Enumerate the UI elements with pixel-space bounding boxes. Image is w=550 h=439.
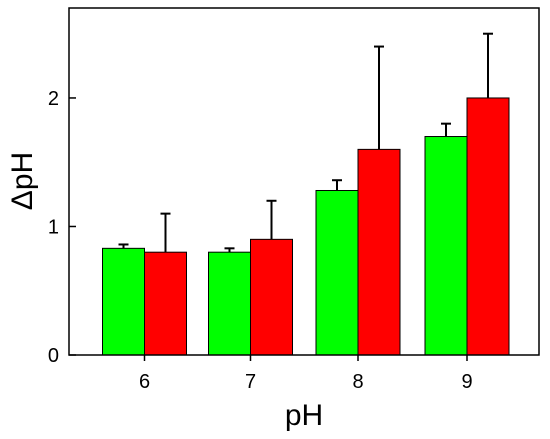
bar-series2-8	[357, 148, 401, 356]
y-tick-label-1: 1	[48, 216, 59, 238]
bar-series2-9	[466, 97, 510, 356]
x-axis-label: pH	[285, 399, 323, 432]
x-tick-label-7: 7	[245, 371, 256, 393]
y-tick-label-2: 2	[48, 88, 59, 110]
x-tick-label-9: 9	[461, 371, 472, 393]
bar-series1-7	[208, 251, 251, 356]
y-tick-label-0: 0	[48, 345, 59, 367]
error-bars-layer	[118, 32, 493, 253]
bar-series1-8	[315, 189, 359, 356]
plot-frame	[68, 7, 540, 356]
bars-layer	[102, 97, 510, 356]
y-axis-label: ΔpH	[6, 152, 39, 210]
x-tick-label-6: 6	[139, 371, 150, 393]
x-tick-label-8: 8	[352, 371, 363, 393]
bar-series2-7	[250, 238, 293, 356]
bar-series2-6	[144, 251, 187, 356]
axes-layer: 0 1 2 6 7 8 9	[48, 88, 473, 393]
bar-series1-9	[424, 136, 468, 356]
bar-series1-6	[102, 247, 145, 356]
